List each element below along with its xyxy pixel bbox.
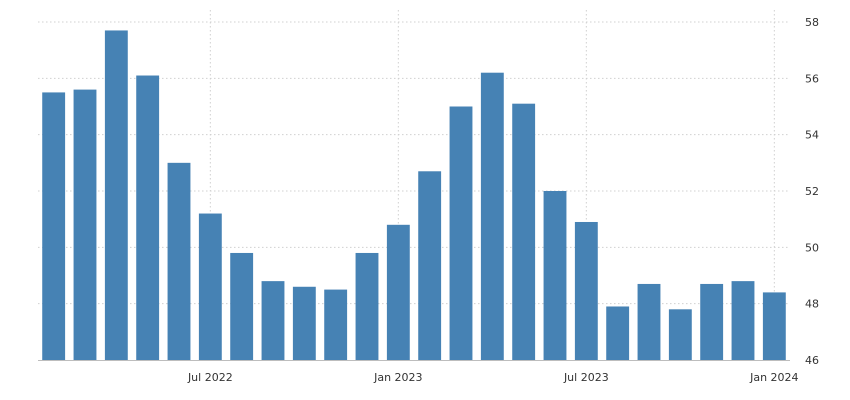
bar <box>42 92 66 361</box>
y-tick-label: 56 <box>805 72 819 85</box>
bar <box>480 72 504 360</box>
bar <box>418 171 442 360</box>
x-tick-label: Jan 2023 <box>373 371 422 384</box>
grid <box>38 10 790 360</box>
y-tick-label: 54 <box>805 129 819 142</box>
bar <box>292 286 316 360</box>
bar <box>324 289 348 360</box>
x-tick-label: Jan 2024 <box>749 371 798 384</box>
y-tick-label: 52 <box>805 185 819 198</box>
bar <box>73 89 97 360</box>
y-tick-label: 58 <box>805 16 819 29</box>
bar <box>167 162 191 360</box>
bar <box>355 252 379 360</box>
bar <box>762 292 786 360</box>
bar <box>104 30 128 360</box>
y-tick-label: 46 <box>805 354 819 367</box>
x-tick-label: Jul 2022 <box>187 371 233 384</box>
y-tick-label: 50 <box>805 241 819 254</box>
bar <box>449 106 473 360</box>
bar <box>512 103 536 360</box>
bar <box>700 283 724 360</box>
bar <box>668 309 692 360</box>
bar <box>386 224 410 360</box>
bar <box>261 281 285 360</box>
bar <box>606 306 630 360</box>
x-axis: Jul 2022 Jan 2023 Jul 2023 Jan 2024 <box>38 360 799 384</box>
y-tick-label: 48 <box>805 298 819 311</box>
bar <box>136 75 160 361</box>
bar <box>574 221 598 360</box>
bar <box>230 252 254 360</box>
bar <box>543 191 567 360</box>
y-axis: 46 48 50 52 54 56 58 <box>805 16 819 367</box>
x-tick-label: Jul 2023 <box>563 371 609 384</box>
bars <box>42 30 786 361</box>
bar <box>731 281 755 360</box>
bar <box>637 283 661 360</box>
bar <box>198 213 222 360</box>
